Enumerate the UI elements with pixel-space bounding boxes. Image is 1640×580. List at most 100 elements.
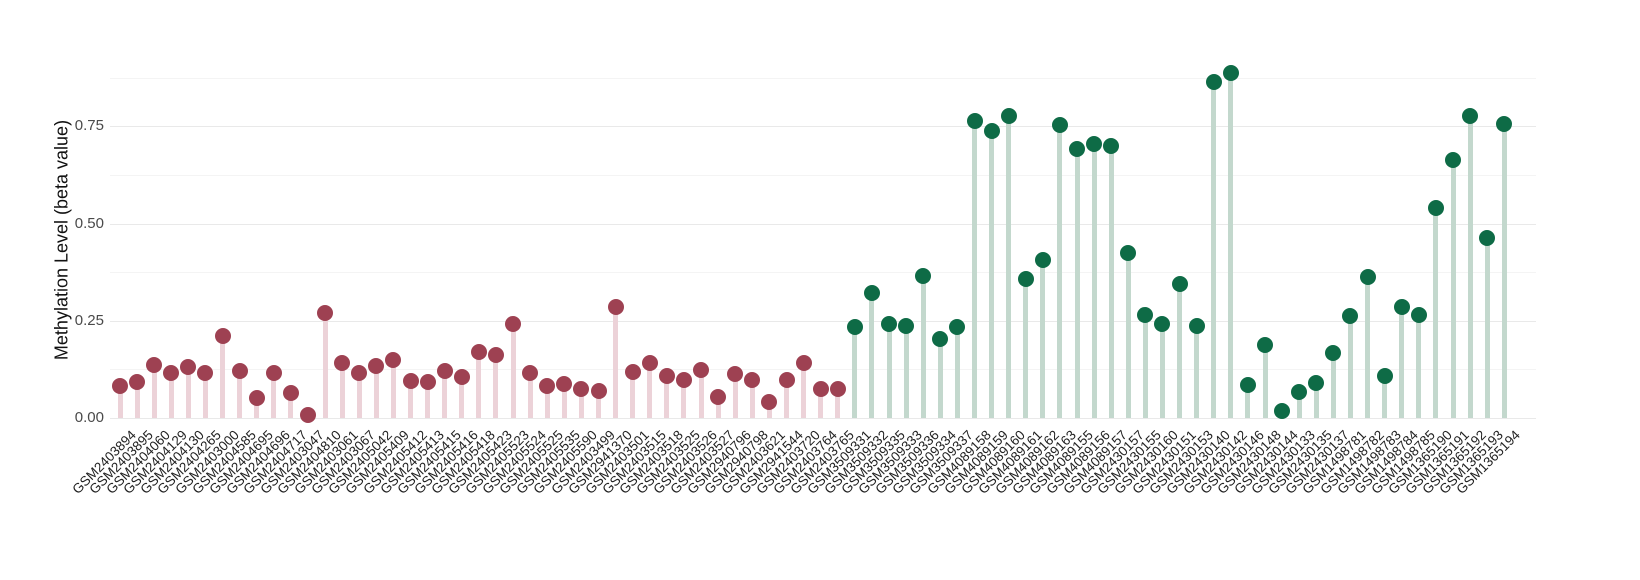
data-point-dot [1257,336,1274,353]
lollipop-stem [185,367,191,418]
data-point-dot [556,376,573,393]
data-point-dot [829,381,846,398]
data-point-dot [282,385,299,402]
lollipop-stem [784,379,789,418]
data-point-dot [744,371,761,388]
data-point-dot [1410,306,1427,323]
lollipop-stem [903,325,909,418]
lollipop-stem [1313,383,1319,418]
data-point-dot [505,315,522,332]
lollipop-stem [373,365,379,418]
data-point-dot [778,371,795,388]
minor-gridline [110,77,1536,79]
lollipop-stem [749,379,755,418]
data-point-dot [1325,344,1342,361]
lollipop-stem [202,372,208,418]
lollipop-stem [544,386,550,418]
lollipop-stem [1501,124,1507,418]
lollipop-stem [390,360,396,418]
lollipop-stem [852,327,858,418]
data-point-dot [1000,108,1017,125]
data-point-dot [453,368,470,385]
data-point-dot [727,366,744,383]
lollipop-stem [1194,326,1200,418]
lollipop-stem [288,393,294,418]
data-point-dot [317,305,334,322]
lollipop-stem [835,389,841,418]
data-point-dot [436,362,453,379]
data-point-dot [522,364,539,381]
data-point-dot [334,355,351,372]
lollipop-stem [1467,115,1473,418]
data-point-dot [351,365,368,382]
lollipop-stem [356,373,362,418]
lollipop-stem [408,381,414,418]
lollipop-stem [801,363,807,418]
data-point-dot [1496,116,1513,133]
major-gridline [110,223,1536,225]
data-point-dot [146,356,163,373]
lollipop-stem [151,364,157,418]
data-point-dot [915,268,932,285]
data-point-dot [1462,107,1479,124]
lollipop-stem [989,131,995,418]
lollipop-stem [322,313,328,418]
data-point-dot [1051,116,1068,133]
data-point-dot [898,317,915,334]
data-point-dot [1154,315,1171,332]
data-point-dot [1188,318,1205,335]
data-point-dot [299,407,316,424]
lollipop-stem [1040,260,1046,418]
lollipop-stem [630,372,636,418]
lollipop-stem [442,370,448,418]
data-point-dot [163,364,180,381]
lollipop-stem [1108,145,1114,418]
lollipop-stem [493,355,499,418]
data-point-dot [761,393,778,410]
lollipop-stem [664,376,670,418]
data-point-dot [1205,73,1222,90]
data-point-dot [846,319,863,336]
data-point-dot [129,373,146,390]
data-point-dot [658,368,675,384]
data-point-dot [1069,140,1086,157]
data-point-dot [368,357,385,374]
lollipop-stem [1416,314,1422,418]
data-point-dot [112,377,128,394]
lollipop-stem [134,381,140,418]
data-point-dot [1393,298,1410,315]
lollipop-stem [117,385,123,418]
data-point-dot [1359,268,1376,285]
lollipop-stem [476,351,482,418]
lollipop-stem [647,362,653,418]
lollipop-stem [459,376,465,418]
minor-gridline [110,272,1536,274]
data-point-dot [1034,252,1051,269]
data-point-dot [1239,376,1256,393]
lollipop-stem [1399,306,1405,418]
data-point-dot [983,123,1000,140]
lollipop-stem [1433,208,1439,418]
data-point-dot [1445,152,1462,169]
lollipop-stem [869,292,875,418]
lollipop-stem [732,374,738,418]
major-gridline [110,418,1536,419]
lollipop-stem [1023,279,1029,418]
minor-gridline [110,175,1536,176]
data-point-dot [795,355,812,372]
data-point-dot [487,347,504,363]
lollipop-stem [972,120,977,418]
lollipop-stem [1382,376,1388,418]
data-point-dot [214,327,231,344]
lollipop-stem [237,370,243,418]
lollipop-stem [1296,391,1302,418]
lollipop-stem [527,372,533,418]
minor-gridline [110,369,1536,371]
data-point-dot [641,354,658,371]
y-tick-label: 0.25 [74,311,104,329]
lollipop-stem [1330,352,1336,418]
data-point-dot [1342,307,1359,324]
y-tick-label: 0.50 [74,214,104,232]
data-point-dot [231,362,248,379]
